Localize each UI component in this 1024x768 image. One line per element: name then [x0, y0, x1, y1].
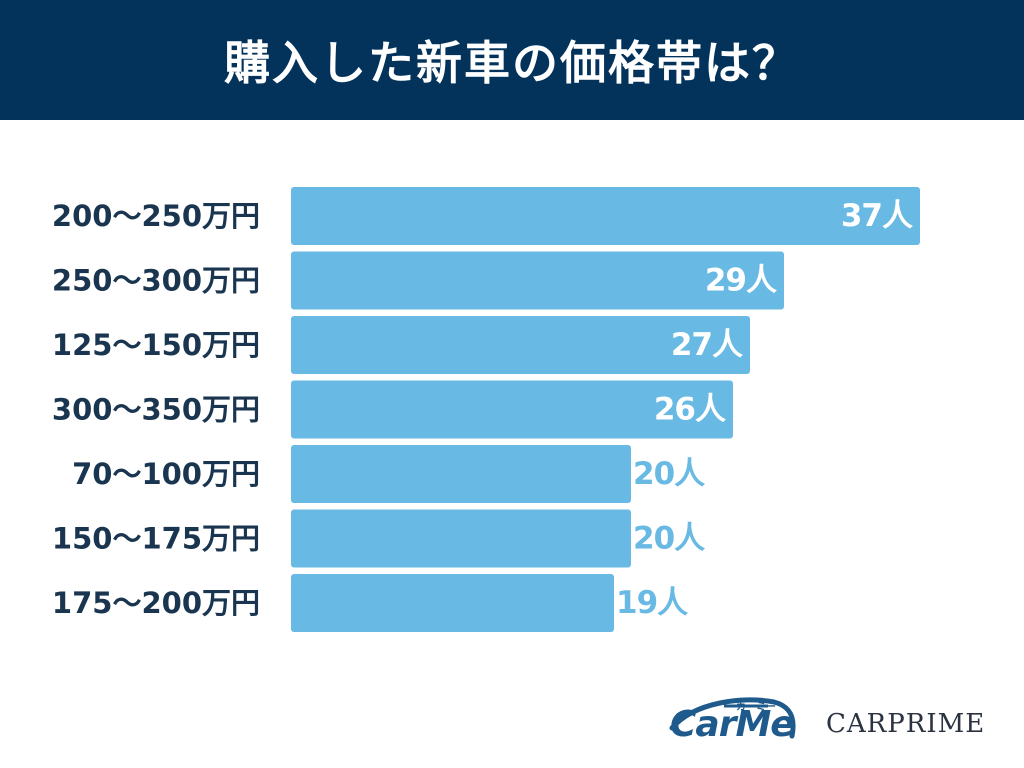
bar: [291, 316, 750, 374]
bar-value-label: 19人: [616, 585, 688, 621]
category-label: 250〜300万円: [52, 264, 260, 298]
bar-value-label: 27人: [671, 327, 743, 363]
carme-logo: CarMe カーミー: [664, 692, 804, 754]
bar-value-label: 20人: [633, 456, 705, 492]
bar: [291, 251, 784, 310]
carprime-logo: CARPRIME: [826, 709, 986, 739]
bar-chart-layer: 200〜250万円 37人 250〜300万円 29人 125〜150万円 27人 300〜…: [52, 187, 920, 632]
category-label: 125〜150万円: [52, 328, 260, 362]
category-label: 150〜175万円: [52, 522, 260, 556]
carme-logo-text: CarMe: [670, 704, 795, 745]
category-label: 300〜350万円: [52, 393, 260, 427]
bar: [291, 187, 920, 245]
header-banner: 購入した新車の価格帯は？: [0, 0, 1024, 120]
bar: [291, 380, 733, 439]
carme-logo-kana: カーミー: [736, 702, 776, 713]
bar: [291, 509, 631, 568]
bar-value-label: 26人: [654, 392, 726, 428]
bar: [291, 574, 614, 632]
bar: [291, 445, 631, 503]
category-label: 200〜250万円: [52, 199, 260, 233]
category-label: 175〜200万円: [52, 586, 260, 620]
car-swoosh-icon: [669, 697, 796, 739]
bar-value-label: 20人: [633, 521, 705, 557]
bar-value-label: 37人: [841, 198, 913, 234]
page-title: 購入した新車の価格帯は？: [224, 36, 800, 90]
category-label: 70〜100万円: [72, 457, 260, 491]
bar-value-label: 29人: [705, 263, 777, 299]
